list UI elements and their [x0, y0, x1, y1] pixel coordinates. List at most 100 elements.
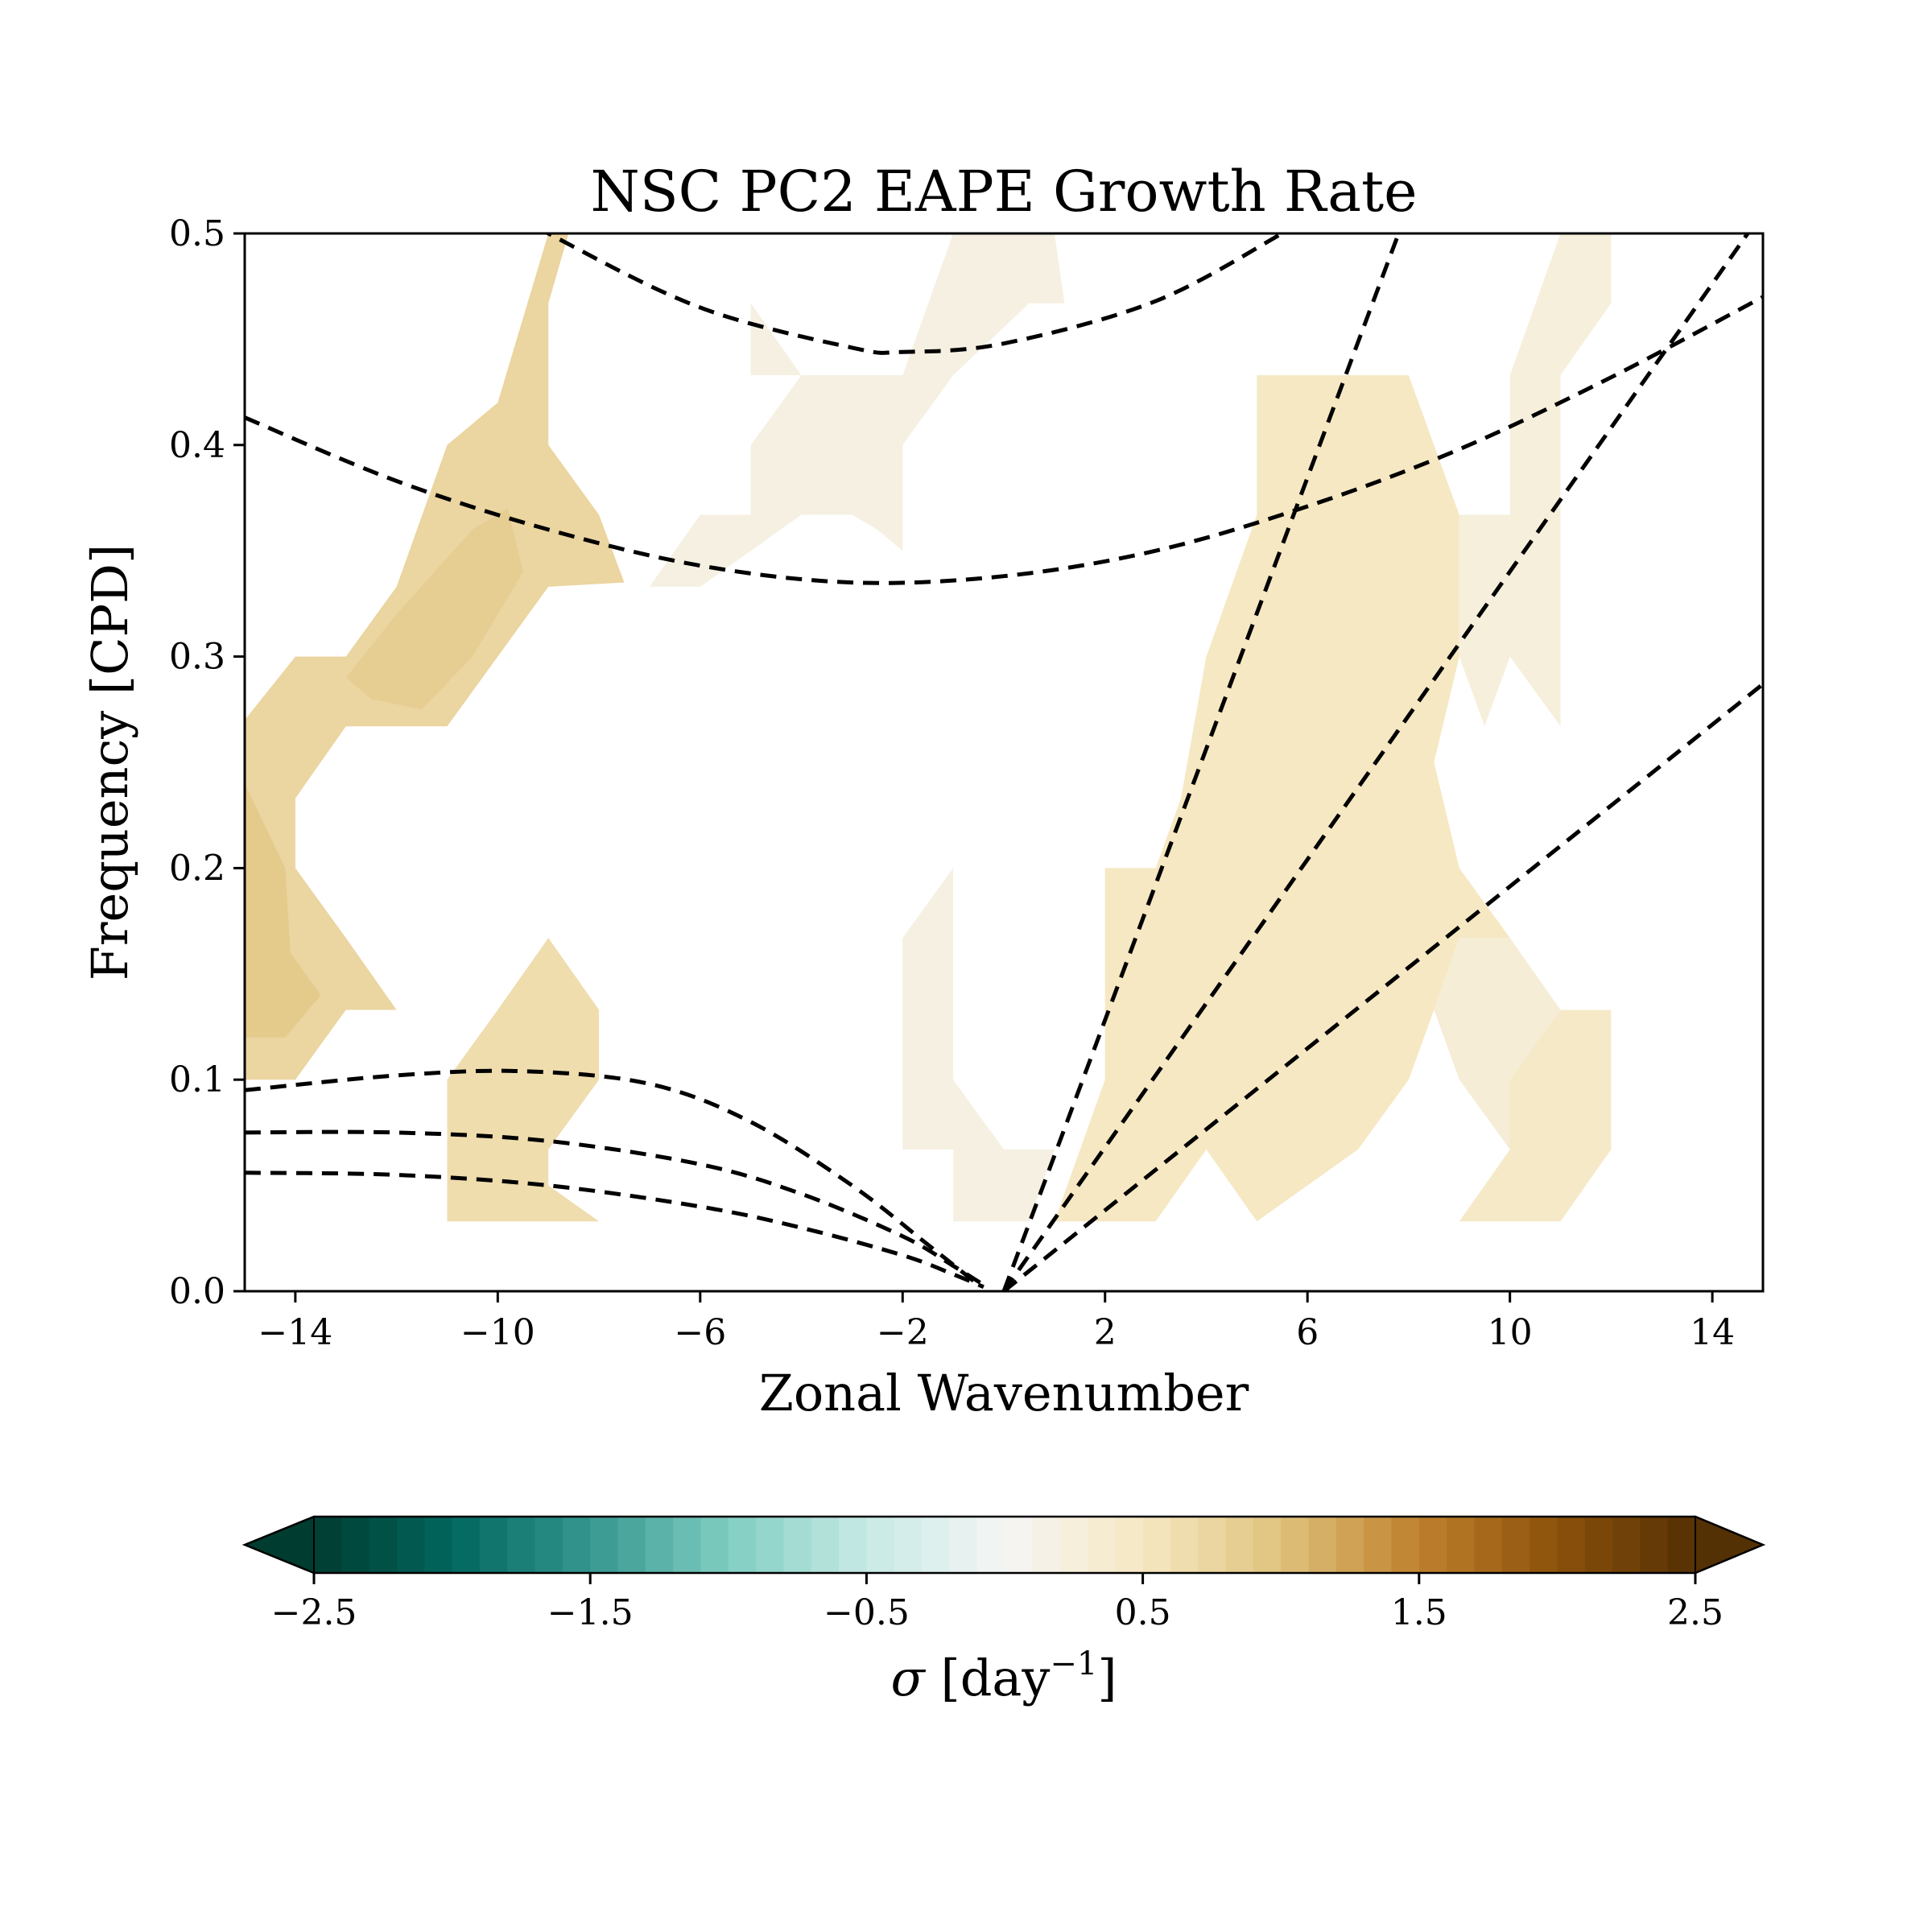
- colorbar-cell: [922, 1517, 950, 1573]
- colorbar-tick-label: 2.5: [1667, 1592, 1724, 1633]
- dispersion-curve-1: [245, 295, 1763, 585]
- colorbar-cell: [1087, 1517, 1116, 1573]
- dispersion-curve-0: [543, 233, 1283, 355]
- colorbar-cell: [949, 1517, 978, 1573]
- colorbar-label-exponent: −1: [1050, 1645, 1097, 1682]
- plot-frame: [243, 232, 1765, 1293]
- contour-region-1: [245, 783, 321, 1038]
- colorbar-label-close: ]: [1097, 1649, 1117, 1707]
- colorbar-cell: [1418, 1517, 1447, 1573]
- colorbar-cell: [1640, 1517, 1669, 1573]
- colorbar-cell: [369, 1517, 398, 1573]
- colorbar-cell: [1281, 1517, 1310, 1573]
- colorbar-tick-label: 1.5: [1391, 1592, 1447, 1633]
- colorbar-cell: [976, 1517, 1005, 1573]
- x-tick-label: 6: [1296, 1312, 1319, 1353]
- plot-area: −14 −10 −6 −2 2 6 10 14 0.0 0.1 0.2 0.3 0.4 0.5: [169, 213, 1765, 1353]
- colorbar-tick-label: −2.5: [271, 1592, 357, 1633]
- colorbar-ticks: −2.5 −1.5 −0.5 0.5 1.5 2.5: [271, 1573, 1724, 1633]
- colorbar-cell: [1364, 1517, 1393, 1573]
- colorbar-cell: [424, 1517, 453, 1573]
- colorbar-tick-label: −0.5: [824, 1592, 910, 1633]
- colorbar-cell: [1059, 1517, 1088, 1573]
- chart-title: NSC PC2 EAPE Growth Rate: [590, 159, 1417, 225]
- y-axis-ticks: 0.0 0.1 0.2 0.3 0.4 0.5: [169, 213, 245, 1312]
- colorbar-cell: [1170, 1517, 1199, 1573]
- x-tick-label: 2: [1094, 1312, 1117, 1353]
- contour-region-6: [1054, 375, 1510, 1222]
- x-tick-label: 10: [1488, 1312, 1533, 1353]
- colorbar-cell: [590, 1517, 619, 1573]
- colorbar-cell: [1032, 1517, 1061, 1573]
- colorbar-cell: [535, 1517, 564, 1573]
- y-tick-label: 0.5: [169, 213, 225, 254]
- colorbar-cell: [1225, 1517, 1254, 1573]
- colorbar-label-space: [925, 1649, 941, 1707]
- colorbar-cell: [811, 1517, 840, 1573]
- colorbar-cell: [700, 1517, 729, 1573]
- colorbar-label-unit: [day: [941, 1649, 1051, 1707]
- x-tick-label: −2: [877, 1312, 929, 1353]
- colorbar-cell: [1501, 1517, 1530, 1573]
- colorbar-extend-high: [1695, 1515, 1765, 1575]
- colorbar-cell: [452, 1517, 481, 1573]
- dispersion-curve-2: [1001, 233, 1401, 1291]
- colorbar-cell: [1115, 1517, 1144, 1573]
- colorbar-cells: [314, 1517, 1696, 1573]
- dispersion-curve-4: [1002, 682, 1763, 1291]
- colorbar-cell: [1474, 1517, 1503, 1573]
- contour-regions: [245, 233, 1612, 1222]
- colorbar-cell: [866, 1517, 895, 1573]
- y-axis-label: Frequency [CPD]: [80, 544, 139, 980]
- colorbar-cell: [341, 1517, 370, 1573]
- colorbar-cell: [1391, 1517, 1420, 1573]
- contour-region-5: [902, 868, 1055, 1222]
- contour-region-3: [447, 938, 600, 1222]
- colorbar-cell: [1142, 1517, 1171, 1573]
- colorbar-cell: [1308, 1517, 1337, 1573]
- colorbar: −2.5 −1.5 −0.5 0.5 1.5 2.5 σ [day−1]: [242, 1515, 1766, 1707]
- colorbar-cell: [1612, 1517, 1641, 1573]
- colorbar-cell: [1253, 1517, 1282, 1573]
- colorbar-cell: [562, 1517, 591, 1573]
- colorbar-label-symbol: σ: [890, 1649, 926, 1707]
- colorbar-cell: [1005, 1517, 1033, 1573]
- dispersion-curve-3: [1001, 233, 1750, 1291]
- y-tick-label: 0.4: [169, 425, 225, 466]
- x-tick-label: −14: [258, 1312, 332, 1353]
- dispersion-curves: [245, 233, 1763, 1291]
- colorbar-tick-label: 0.5: [1115, 1592, 1171, 1633]
- colorbar-cell: [1667, 1517, 1696, 1573]
- colorbar-cell: [645, 1517, 674, 1573]
- colorbar-cell: [1447, 1517, 1476, 1573]
- colorbar-cell: [507, 1517, 536, 1573]
- colorbar-cell: [314, 1517, 342, 1573]
- colorbar-cell: [756, 1517, 785, 1573]
- colorbar-cell: [783, 1517, 812, 1573]
- x-tick-label: −6: [674, 1312, 726, 1353]
- colorbar-tick-label: −1.5: [547, 1592, 634, 1633]
- y-tick-label: 0.3: [169, 637, 225, 678]
- colorbar-cell: [673, 1517, 702, 1573]
- x-tick-label: −10: [460, 1312, 535, 1353]
- contour-region-9: [1459, 1009, 1612, 1222]
- colorbar-cell: [839, 1517, 867, 1573]
- colorbar-cell: [1557, 1517, 1586, 1573]
- colorbar-cell: [894, 1517, 923, 1573]
- dispersion-curve-6: [245, 1129, 985, 1287]
- colorbar-cell: [617, 1517, 646, 1573]
- y-tick-label: 0.2: [169, 848, 225, 889]
- x-axis-ticks: −14 −10 −6 −2 2 6 10 14: [258, 1291, 1735, 1353]
- contour-region-8: [1459, 233, 1612, 727]
- x-axis-label: Zonal Wavenumber: [759, 1364, 1249, 1422]
- colorbar-cell: [1584, 1517, 1613, 1573]
- colorbar-cell: [479, 1517, 508, 1573]
- colorbar-cell: [728, 1517, 757, 1573]
- x-tick-label: 14: [1690, 1312, 1735, 1353]
- colorbar-cell: [396, 1517, 425, 1573]
- colorbar-extend-low: [242, 1515, 315, 1575]
- contour-region-2: [345, 508, 523, 710]
- y-tick-label: 0.1: [169, 1059, 225, 1100]
- colorbar-cell: [1198, 1517, 1227, 1573]
